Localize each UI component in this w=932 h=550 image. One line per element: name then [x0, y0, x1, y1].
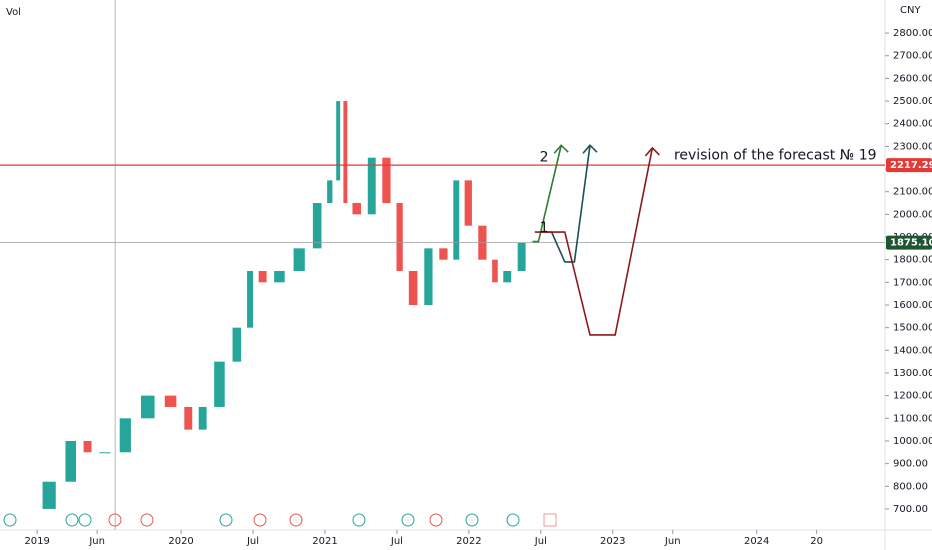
x-tick-label: 2022 — [456, 536, 481, 547]
earnings-icons — [3, 513, 557, 527]
candle — [336, 101, 341, 181]
y-tick-label: 1600.00 — [893, 300, 932, 311]
candle — [184, 406, 193, 430]
x-tick-label: Jun — [88, 536, 105, 547]
y-tick-label: 2800.00 — [893, 28, 932, 39]
arrow-head — [553, 144, 569, 154]
candle — [119, 418, 131, 453]
forecast-path — [532, 145, 562, 243]
y-tick-label: 800.00 — [893, 481, 928, 492]
price-level-label: 2217.29 — [890, 160, 932, 171]
candle — [352, 203, 362, 215]
candle — [396, 203, 403, 272]
candle — [83, 440, 92, 453]
earnings-icon — [3, 513, 17, 527]
price-level-tag — [886, 158, 932, 173]
y-tick-label: 1800.00 — [893, 255, 932, 266]
annotation: 1 — [540, 220, 549, 236]
arrow-head — [644, 146, 660, 157]
candle — [382, 157, 391, 204]
y-tick-label: 1400.00 — [893, 345, 932, 356]
x-tick-label: 20 — [810, 536, 823, 547]
y-tick-label: 2100.00 — [893, 187, 932, 198]
y-tick-label: 700.00 — [893, 504, 928, 515]
y-tick-label: 2600.00 — [893, 73, 932, 84]
candle — [439, 248, 448, 260]
candle — [464, 180, 472, 226]
x-tick-label: 2019 — [24, 536, 49, 547]
earnings-icon — [465, 513, 479, 527]
y-tick-label: 900.00 — [893, 459, 928, 470]
x-tick-label: 2020 — [168, 536, 193, 547]
earnings-icon — [253, 513, 267, 527]
candle — [367, 157, 376, 215]
earnings-icon — [352, 513, 366, 527]
earnings-icon — [219, 513, 233, 527]
earnings-icon — [65, 513, 79, 527]
earnings-icon — [429, 513, 443, 527]
x-tick-label: Jul — [246, 536, 259, 547]
candle — [517, 242, 526, 272]
y-tick-label: 1200.00 — [893, 391, 932, 402]
candle — [42, 481, 56, 509]
y-tick-label: 2000.00 — [893, 209, 932, 220]
candle — [274, 271, 285, 283]
forecast-path — [534, 147, 654, 336]
candle — [164, 395, 177, 407]
earnings-icon — [140, 513, 154, 527]
candle — [141, 395, 155, 419]
annotation: revision of the forecast № 19 — [674, 147, 877, 163]
y-tick-label: 1000.00 — [893, 436, 932, 447]
candle — [258, 271, 267, 283]
y-tick-label: 2400.00 — [893, 119, 932, 130]
candle — [492, 259, 498, 283]
y-tick-label: 2500.00 — [893, 96, 932, 107]
arrow-head — [582, 144, 598, 154]
y-tick-label: 1500.00 — [893, 323, 932, 334]
price-level-label: 1875.10 — [890, 238, 932, 249]
candle — [214, 361, 225, 407]
x-tick-label: Jul — [534, 536, 547, 547]
candle — [232, 327, 242, 362]
candle — [312, 203, 322, 249]
x-tick-label: 2023 — [600, 536, 625, 547]
x-tick-label: 2024 — [744, 536, 769, 547]
y-tick-label: 1300.00 — [893, 368, 932, 379]
y-tick-label: 2700.00 — [893, 51, 932, 62]
candle — [343, 101, 348, 204]
price-level-tag — [886, 235, 932, 250]
x-tick-label: 2021 — [312, 536, 337, 547]
volume-label: Vol — [6, 7, 21, 18]
candle — [293, 248, 305, 272]
candle — [198, 406, 207, 430]
candle — [99, 452, 111, 454]
candle — [327, 180, 333, 204]
candle — [408, 271, 418, 305]
candle — [65, 440, 77, 482]
y-tick-label: 1700.00 — [893, 277, 932, 288]
annotation: 2 — [540, 150, 549, 166]
y-tick-label: 1100.00 — [893, 413, 932, 424]
currency-label: CNY — [900, 5, 921, 16]
earnings-icon — [289, 513, 303, 527]
y-tick-label: 2300.00 — [893, 141, 932, 152]
earnings-icon — [543, 513, 557, 527]
earnings-icon — [506, 513, 520, 527]
earnings-icon — [401, 513, 415, 527]
earnings-icon — [78, 513, 92, 527]
x-tick-label: Jun — [664, 536, 681, 547]
candle — [503, 271, 512, 283]
candle — [247, 271, 253, 328]
candle — [453, 180, 460, 260]
x-tick-label: Jul — [390, 536, 403, 547]
candle — [424, 248, 433, 305]
